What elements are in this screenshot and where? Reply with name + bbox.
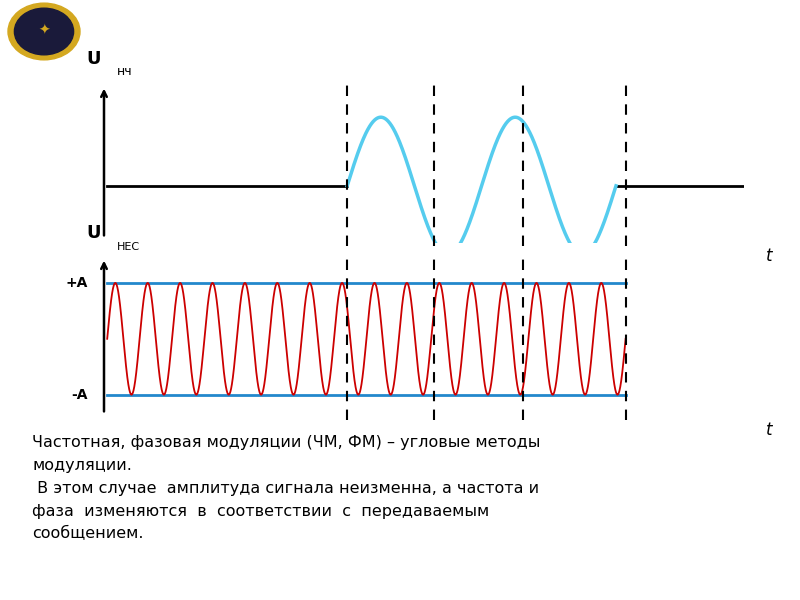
Circle shape	[8, 3, 80, 60]
Text: t: t	[766, 421, 773, 439]
Text: t: t	[766, 247, 773, 265]
Text: УГЛОВАЯ   МОДУЛЯЦИЯ: УГЛОВАЯ МОДУЛЯЦИЯ	[221, 17, 611, 46]
Text: +A: +A	[66, 276, 88, 290]
Text: НЕС: НЕС	[117, 242, 140, 252]
Text: $\bf{U}$: $\bf{U}$	[86, 224, 101, 242]
Text: ✦: ✦	[38, 23, 50, 37]
Text: нч: нч	[117, 65, 133, 78]
Circle shape	[14, 8, 74, 55]
Text: -A: -A	[71, 388, 88, 401]
Text: Частотная, фазовая модуляции (ЧМ, ФМ) – угловые методы
модуляции.
 В этом случае: Частотная, фазовая модуляции (ЧМ, ФМ) – …	[32, 435, 540, 541]
Text: $\bf{U}$: $\bf{U}$	[86, 50, 101, 68]
